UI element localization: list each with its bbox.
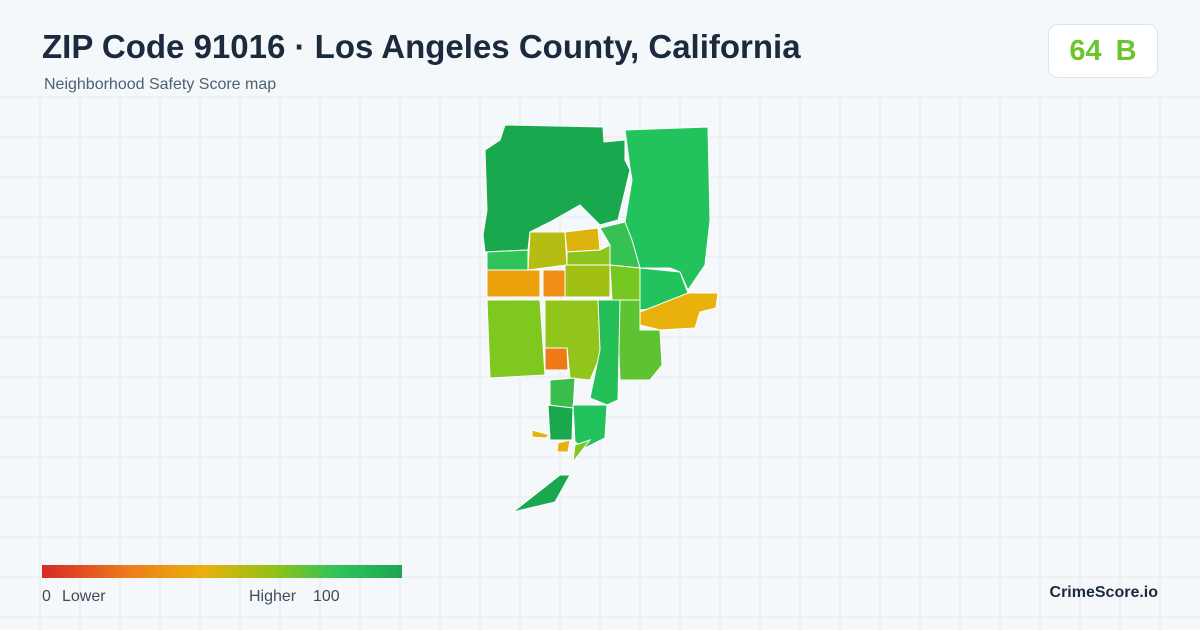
region bbox=[486, 269, 541, 298]
brand: CrimeScore.io bbox=[1049, 584, 1158, 601]
zip-regions bbox=[482, 124, 719, 513]
region bbox=[486, 299, 546, 379]
region bbox=[609, 264, 641, 301]
score-badge: 64 B bbox=[1048, 24, 1158, 78]
legend-min-label: Lower bbox=[62, 588, 106, 605]
region bbox=[564, 264, 611, 298]
title: ZIP Code 91016 · Los Angeles County, Cal… bbox=[42, 28, 801, 65]
region bbox=[547, 404, 574, 441]
region bbox=[556, 439, 571, 453]
region bbox=[542, 269, 566, 298]
region bbox=[531, 429, 552, 439]
region bbox=[564, 227, 601, 253]
region bbox=[486, 249, 529, 271]
legend-min: 0 bbox=[42, 588, 51, 605]
region bbox=[482, 124, 631, 253]
region bbox=[572, 404, 608, 449]
legend-max: 100 bbox=[313, 588, 340, 605]
subtitle: Neighborhood Safety Score map bbox=[44, 76, 277, 93]
legend-max-label: Higher bbox=[249, 588, 297, 605]
region bbox=[639, 292, 719, 331]
region bbox=[624, 126, 711, 292]
region bbox=[572, 439, 592, 464]
legend-gradient bbox=[42, 565, 402, 578]
region bbox=[527, 231, 568, 271]
region bbox=[544, 347, 569, 371]
score-grade: B bbox=[1115, 34, 1137, 67]
score-value: 64 bbox=[1069, 34, 1102, 67]
region bbox=[512, 474, 571, 513]
